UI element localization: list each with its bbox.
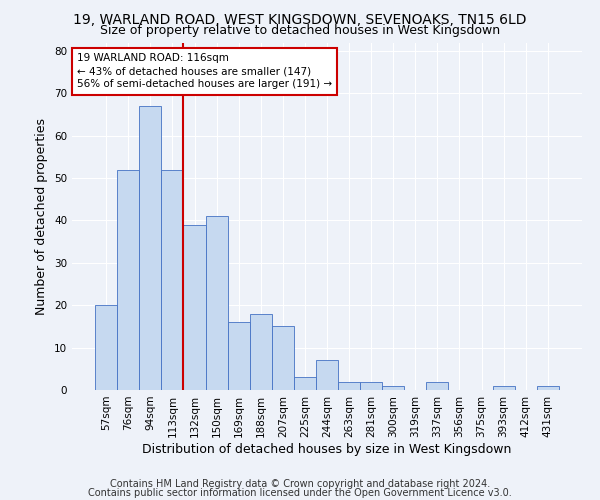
- Text: Contains public sector information licensed under the Open Government Licence v3: Contains public sector information licen…: [88, 488, 512, 498]
- Bar: [360, 382, 382, 390]
- Bar: [294, 378, 316, 390]
- Bar: [316, 360, 338, 390]
- Bar: [493, 386, 515, 390]
- Bar: [427, 382, 448, 390]
- Bar: [272, 326, 294, 390]
- Bar: [139, 106, 161, 390]
- Bar: [161, 170, 184, 390]
- Bar: [227, 322, 250, 390]
- Bar: [184, 224, 206, 390]
- Y-axis label: Number of detached properties: Number of detached properties: [35, 118, 49, 315]
- Text: Contains HM Land Registry data © Crown copyright and database right 2024.: Contains HM Land Registry data © Crown c…: [110, 479, 490, 489]
- Bar: [382, 386, 404, 390]
- Bar: [537, 386, 559, 390]
- Text: 19 WARLAND ROAD: 116sqm
← 43% of detached houses are smaller (147)
56% of semi-d: 19 WARLAND ROAD: 116sqm ← 43% of detache…: [77, 53, 332, 90]
- Bar: [338, 382, 360, 390]
- Text: Size of property relative to detached houses in West Kingsdown: Size of property relative to detached ho…: [100, 24, 500, 37]
- Bar: [250, 314, 272, 390]
- Bar: [206, 216, 227, 390]
- Bar: [117, 170, 139, 390]
- Bar: [95, 305, 117, 390]
- Text: 19, WARLAND ROAD, WEST KINGSDOWN, SEVENOAKS, TN15 6LD: 19, WARLAND ROAD, WEST KINGSDOWN, SEVENO…: [73, 12, 527, 26]
- X-axis label: Distribution of detached houses by size in West Kingsdown: Distribution of detached houses by size …: [142, 442, 512, 456]
